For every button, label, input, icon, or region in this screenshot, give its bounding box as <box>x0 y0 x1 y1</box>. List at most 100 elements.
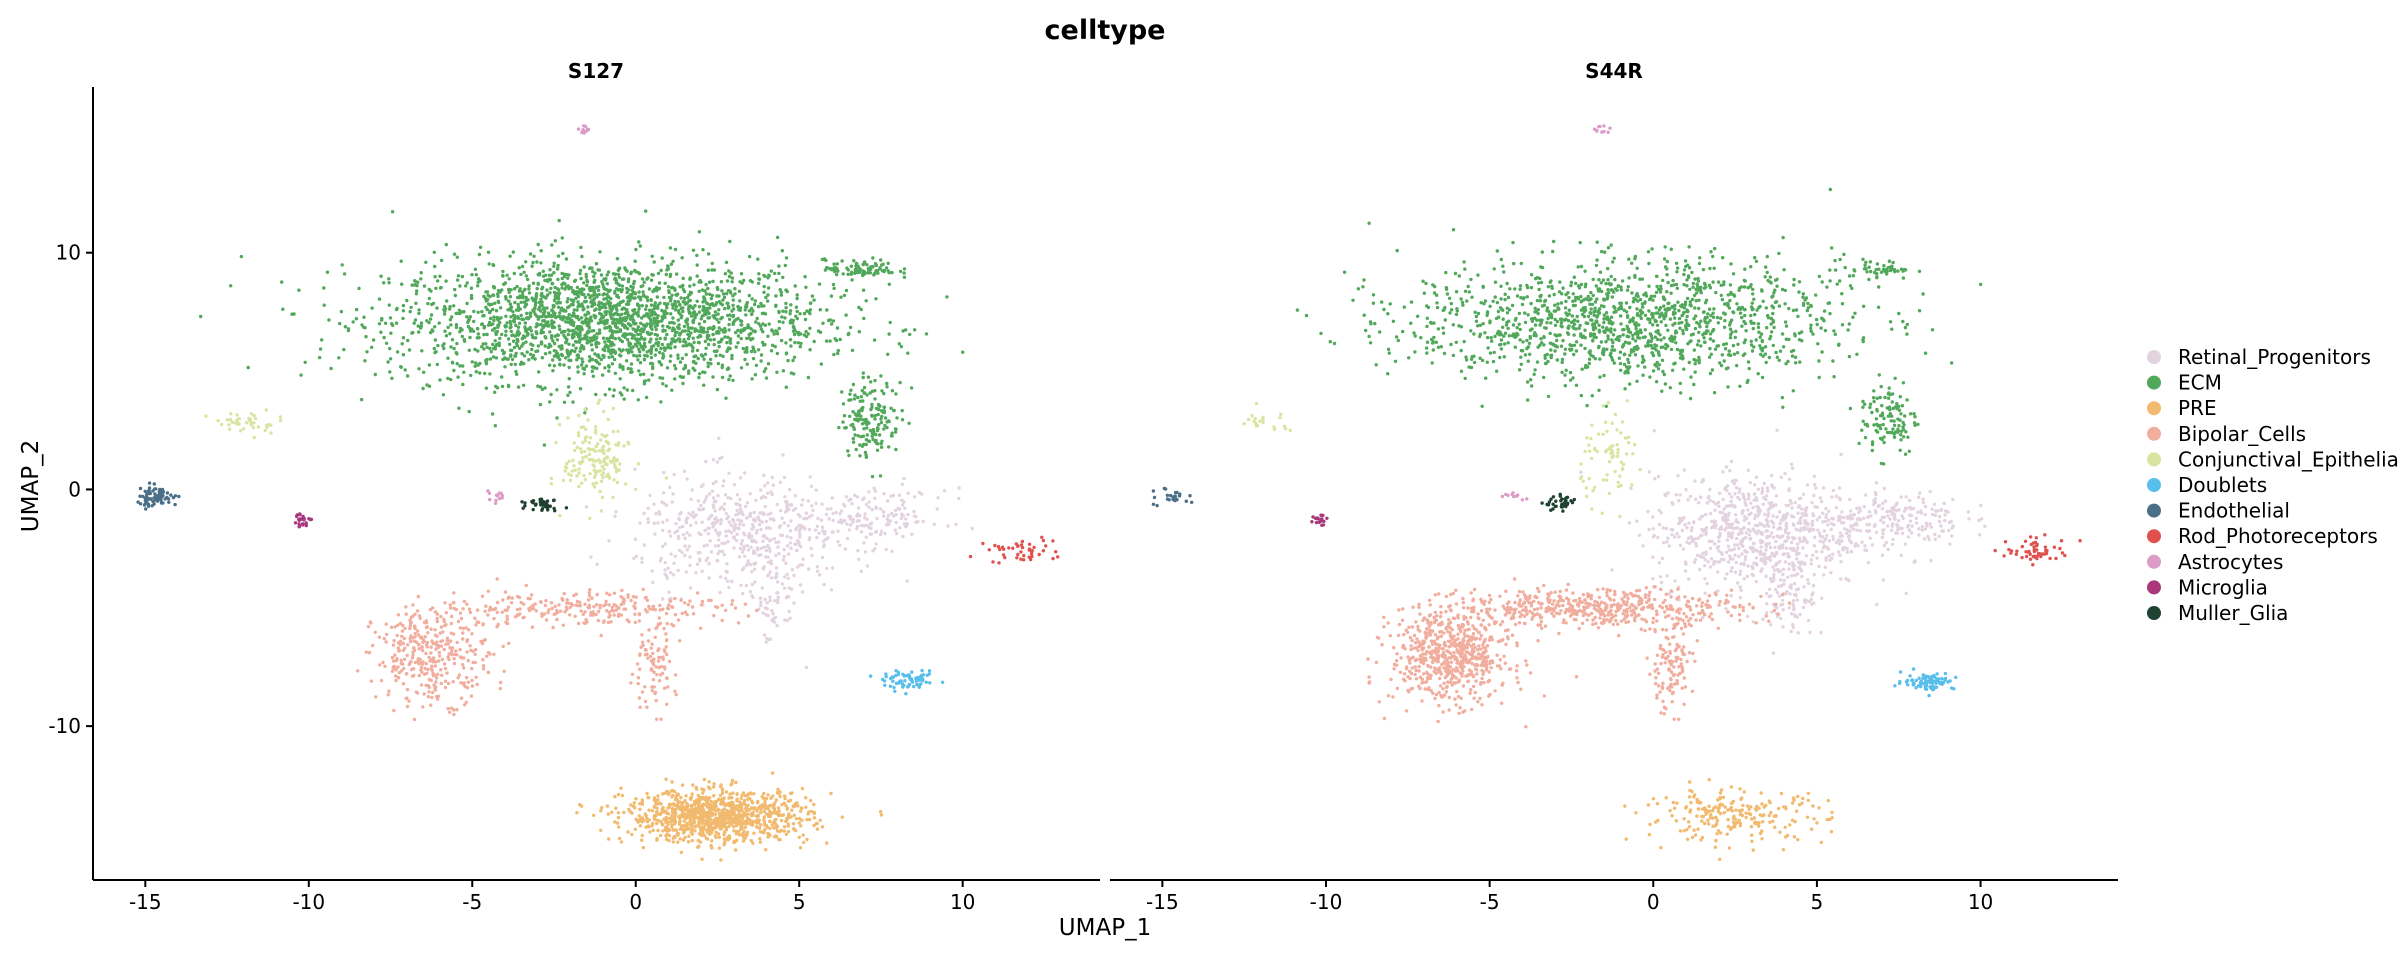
data-point <box>739 583 743 587</box>
data-point <box>742 278 746 283</box>
data-point <box>646 824 651 828</box>
data-point <box>444 279 448 283</box>
data-point <box>814 501 818 506</box>
data-point <box>503 324 507 328</box>
data-point <box>795 316 799 321</box>
data-point <box>830 566 835 570</box>
data-point <box>774 303 778 307</box>
data-point <box>800 503 804 507</box>
data-point <box>757 272 761 276</box>
data-point <box>322 303 326 307</box>
data-point <box>740 550 745 554</box>
data-point <box>820 525 825 529</box>
data-point <box>771 611 775 616</box>
data-point <box>788 312 792 316</box>
data-point <box>608 324 612 328</box>
data-point <box>467 318 471 322</box>
data-point <box>396 665 400 669</box>
data-point <box>859 307 863 312</box>
data-point <box>394 668 398 672</box>
data-point <box>557 603 561 607</box>
data-point <box>662 470 666 475</box>
data-point <box>596 353 600 357</box>
data-point <box>855 519 859 523</box>
data-point <box>717 538 721 542</box>
data-point <box>649 298 653 302</box>
facet-title-s44r: S44R <box>1585 59 1643 83</box>
data-point <box>841 420 845 424</box>
data-point <box>683 799 687 803</box>
data-point <box>663 348 667 352</box>
data-point <box>771 617 776 621</box>
data-point <box>882 427 886 431</box>
data-point <box>647 628 651 632</box>
data-point <box>582 265 586 269</box>
data-point <box>420 662 424 666</box>
data-point <box>436 672 440 676</box>
data-point <box>750 570 754 574</box>
data-point <box>600 446 605 450</box>
data-point <box>439 639 443 643</box>
data-point <box>429 627 433 631</box>
data-point <box>869 521 874 525</box>
data-point <box>706 364 710 369</box>
data-point <box>790 567 795 572</box>
data-point <box>724 396 728 400</box>
data-point <box>430 690 435 695</box>
data-point <box>651 580 655 585</box>
data-point <box>684 794 688 798</box>
data-point <box>590 329 594 333</box>
data-point <box>465 650 469 654</box>
data-point <box>892 408 896 413</box>
data-point <box>572 292 577 296</box>
data-point <box>801 498 805 502</box>
data-point <box>832 262 836 266</box>
data-point <box>278 418 283 423</box>
data-point <box>252 413 256 418</box>
data-point <box>419 277 423 281</box>
data-point <box>619 354 623 358</box>
data-point <box>485 298 490 302</box>
data-point <box>769 511 773 515</box>
data-point <box>713 509 717 513</box>
data-point <box>653 324 657 329</box>
data-point <box>656 343 660 348</box>
data-point <box>863 550 868 554</box>
data-point <box>763 799 767 804</box>
data-point <box>549 273 554 277</box>
data-point <box>768 637 773 641</box>
data-point <box>679 796 683 800</box>
data-point <box>549 476 554 481</box>
data-point <box>739 821 743 825</box>
data-point <box>666 343 670 347</box>
data-point <box>481 664 486 668</box>
data-point <box>643 353 647 358</box>
data-point <box>340 263 344 267</box>
data-point <box>763 606 767 610</box>
data-point <box>424 643 429 647</box>
data-point <box>426 695 431 699</box>
data-point <box>781 369 786 373</box>
data-point <box>850 278 854 282</box>
data-point <box>456 619 461 624</box>
data-point <box>530 347 534 352</box>
data-point <box>387 689 391 693</box>
data-point <box>756 813 760 817</box>
data-point <box>710 839 714 843</box>
data-point <box>655 316 659 320</box>
data-point <box>664 777 668 781</box>
data-point <box>729 816 734 820</box>
data-point <box>546 610 550 615</box>
data-point <box>631 804 636 808</box>
chart-title: celltype <box>1045 15 1166 46</box>
data-point <box>540 285 545 289</box>
data-point <box>890 549 894 553</box>
data-point <box>742 533 747 537</box>
data-point <box>588 296 592 300</box>
data-point <box>722 553 726 557</box>
data-point <box>720 618 724 623</box>
data-point <box>606 456 610 460</box>
data-point <box>570 328 575 333</box>
data-point <box>669 816 674 820</box>
data-point <box>527 358 531 362</box>
